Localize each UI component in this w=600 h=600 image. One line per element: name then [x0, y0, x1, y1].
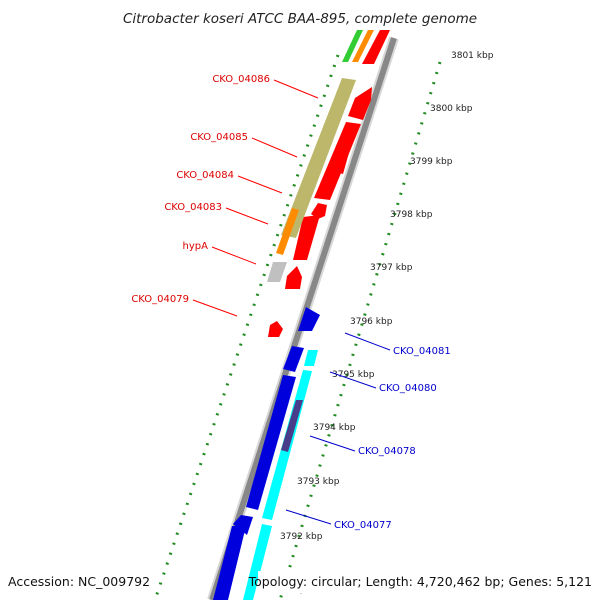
top-genes [342, 30, 390, 64]
kbp-label: 3795 kbp [332, 370, 375, 380]
gene-red-top [362, 30, 390, 64]
genome-title: Citrobacter koseri ATCC BAA-895, complet… [123, 11, 477, 27]
kbp-label: 3798 kbp [390, 210, 433, 220]
leader-line [237, 175, 283, 194]
accession-text: Accession: NC_009792 [8, 574, 150, 589]
gene-label[interactable]: CKO_04077 [334, 520, 392, 531]
kbp-label: 3797 kbp [370, 263, 413, 273]
gene-cko-04085[interactable] [314, 122, 361, 200]
genome-summary-text: Topology: circular; Length: 4,720,462 bp… [248, 574, 592, 589]
gene-orange-top [352, 30, 374, 62]
left-gene-labels: CKO_04086 CKO_04085 CKO_04084 CKO_04083 … [131, 74, 319, 317]
gene-label[interactable]: CKO_04081 [393, 346, 451, 357]
reverse-strand-genes[interactable] [213, 307, 320, 600]
leader-line [192, 299, 238, 317]
leader-line [344, 332, 391, 351]
kbp-label: 3792 kbp [280, 532, 323, 542]
gene-cko-04083[interactable] [293, 215, 320, 260]
gene-green [342, 30, 363, 62]
leader-line [251, 137, 298, 158]
gene-label[interactable]: CKO_04086 [212, 74, 270, 85]
cyan-genes[interactable] [243, 350, 318, 600]
kbp-label: 3793 kbp [297, 477, 340, 487]
forward-strand-genes[interactable] [285, 87, 372, 289]
leader-line [273, 79, 319, 99]
gene-label[interactable]: hypA [183, 241, 209, 252]
leader-line [329, 371, 377, 389]
gene-label[interactable]: CKO_04080 [379, 383, 437, 394]
gene-blue-lower[interactable] [233, 515, 253, 535]
leader-line [285, 509, 332, 525]
gene-cko-04084[interactable] [311, 203, 327, 219]
kbp-label: 3799 kbp [410, 157, 453, 167]
gene-orange [276, 208, 299, 255]
gene-blue-2[interactable] [283, 346, 304, 372]
gene-cko-04077[interactable] [243, 524, 272, 600]
right-gene-labels: CKO_04081 CKO_04080 CKO_04078 CKO_04077 [285, 332, 451, 531]
gene-label[interactable]: CKO_04084 [176, 170, 234, 181]
gene-label[interactable]: CKO_04085 [190, 132, 248, 143]
gene-gray [267, 262, 287, 282]
gene-hypa[interactable] [285, 266, 302, 289]
gene-label[interactable]: CKO_04083 [164, 202, 222, 213]
leader-line [309, 435, 356, 452]
gene-cyan-top[interactable] [304, 350, 318, 366]
kbp-label: 3800 kbp [430, 104, 473, 114]
gene-olive [281, 78, 356, 238]
gene-cko-04086-arrow[interactable] [348, 87, 372, 120]
inner-tick-ring [153, 54, 340, 600]
kbp-label: 3794 kbp [313, 423, 356, 433]
footer-summary-bg [258, 571, 600, 593]
gene-cko-04081[interactable] [298, 307, 320, 331]
gene-blue-bottom[interactable] [213, 526, 246, 600]
kbp-label: 3801 kbp [451, 51, 494, 61]
leader-line [225, 207, 269, 225]
gene-purple [281, 400, 303, 452]
gene-cko-04079[interactable] [268, 321, 283, 337]
leader-line [211, 246, 257, 265]
gene-cko-04080[interactable] [246, 375, 296, 510]
gene-label[interactable]: CKO_04078 [358, 446, 416, 457]
gene-cko-04085b[interactable] [335, 142, 352, 174]
kbp-label: 3796 kbp [350, 317, 393, 327]
footer-accession-bg [0, 571, 150, 593]
lane-two-genes [267, 78, 356, 337]
gene-label[interactable]: CKO_04079 [131, 294, 189, 305]
